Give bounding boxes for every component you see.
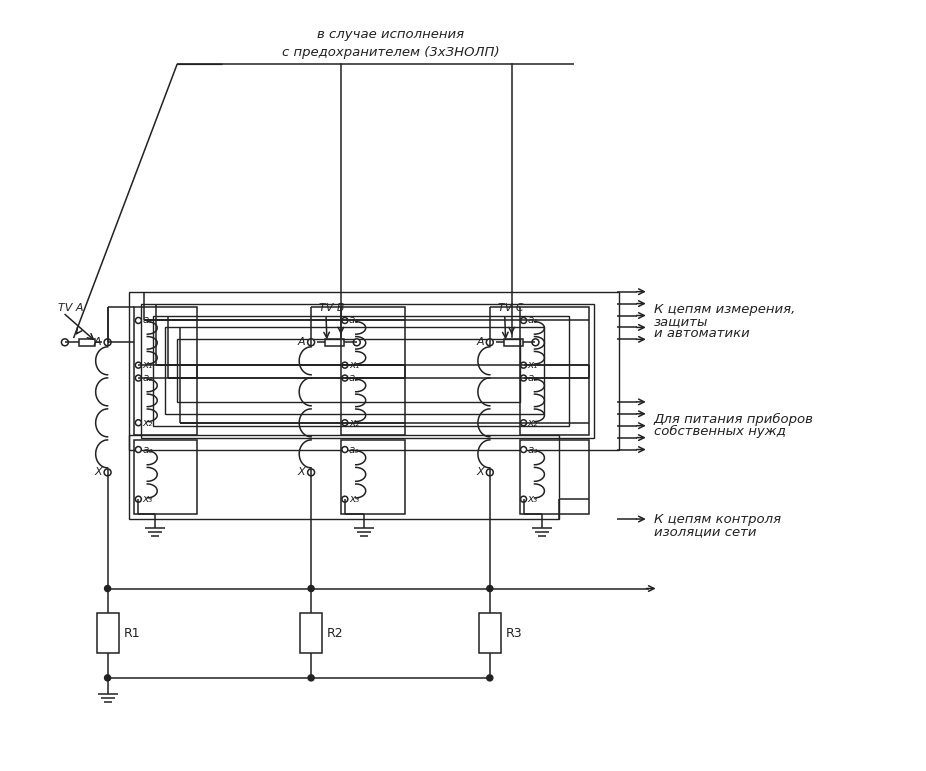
Text: TV A: TV A: [58, 302, 83, 312]
Text: x₁: x₁: [143, 360, 153, 370]
Circle shape: [342, 318, 348, 324]
Text: x₂: x₂: [143, 418, 153, 428]
Text: x₃: x₃: [143, 494, 153, 504]
Text: TV B: TV B: [319, 302, 344, 312]
Text: собственных нужд: собственных нужд: [654, 425, 785, 438]
Bar: [519, 307, 589, 435]
Bar: [134, 439, 197, 514]
Circle shape: [135, 318, 142, 324]
Text: в случае исполнения: в случае исполнения: [317, 28, 464, 41]
Text: защиты: защиты: [654, 315, 708, 328]
Text: и автоматики: и автоматики: [654, 327, 749, 340]
Bar: [300, 614, 322, 653]
Circle shape: [342, 497, 348, 502]
Circle shape: [308, 585, 314, 591]
Text: a₂: a₂: [528, 373, 538, 383]
Circle shape: [520, 446, 527, 453]
Circle shape: [104, 338, 111, 345]
Text: с предохранителем (3хЗНОЛП): с предохранителем (3хЗНОЛП): [282, 46, 499, 59]
Text: A: A: [297, 338, 306, 347]
Circle shape: [342, 375, 348, 381]
Circle shape: [342, 419, 348, 426]
Text: x₂: x₂: [349, 418, 359, 428]
Text: R3: R3: [506, 627, 522, 640]
Circle shape: [307, 469, 315, 476]
Bar: [504, 338, 522, 345]
Text: a₂: a₂: [143, 373, 153, 383]
Circle shape: [487, 675, 493, 681]
Bar: [165, 328, 544, 414]
Text: x₃: x₃: [528, 494, 538, 504]
Text: R1: R1: [123, 627, 140, 640]
Circle shape: [487, 585, 493, 591]
Text: TV C: TV C: [498, 302, 523, 312]
Text: a₁: a₁: [143, 315, 153, 325]
Circle shape: [135, 375, 142, 381]
Circle shape: [520, 375, 527, 381]
Text: К цепям контроля: К цепям контроля: [654, 513, 781, 526]
Text: x₃: x₃: [349, 494, 359, 504]
Text: К цепям измерения,: К цепям измерения,: [654, 303, 795, 316]
Circle shape: [135, 362, 142, 368]
Circle shape: [520, 497, 527, 502]
Circle shape: [486, 338, 494, 345]
Circle shape: [520, 419, 527, 426]
Text: x₂: x₂: [528, 418, 538, 428]
Bar: [130, 291, 619, 449]
Text: X: X: [94, 467, 102, 477]
Circle shape: [520, 362, 527, 368]
Bar: [325, 338, 344, 345]
Bar: [341, 439, 406, 514]
Bar: [134, 307, 197, 435]
Text: X: X: [476, 467, 484, 477]
Text: a₃: a₃: [528, 445, 538, 455]
Bar: [177, 339, 519, 402]
Text: a₂: a₂: [349, 373, 359, 383]
Text: a₃: a₃: [349, 445, 359, 455]
Bar: [80, 338, 95, 345]
Text: a₁: a₁: [528, 315, 538, 325]
Text: A: A: [94, 338, 102, 347]
Text: a₁: a₁: [349, 315, 359, 325]
Bar: [130, 435, 559, 519]
Circle shape: [342, 446, 348, 453]
Circle shape: [61, 338, 69, 345]
Text: R2: R2: [327, 627, 344, 640]
Text: x₁: x₁: [528, 360, 538, 370]
Bar: [519, 439, 589, 514]
Bar: [96, 614, 119, 653]
Bar: [341, 307, 406, 435]
Circle shape: [104, 469, 111, 476]
Circle shape: [308, 675, 314, 681]
Circle shape: [135, 446, 142, 453]
Circle shape: [135, 497, 142, 502]
Circle shape: [486, 469, 494, 476]
Circle shape: [105, 585, 110, 591]
Text: Для питания приборов: Для питания приборов: [654, 413, 814, 426]
Circle shape: [354, 338, 360, 345]
Bar: [142, 304, 594, 438]
Circle shape: [307, 338, 315, 345]
Bar: [479, 614, 501, 653]
Circle shape: [105, 675, 110, 681]
Text: a₃: a₃: [143, 445, 153, 455]
Circle shape: [520, 318, 527, 324]
Text: X: X: [297, 467, 306, 477]
Bar: [153, 315, 569, 426]
Circle shape: [532, 338, 539, 345]
Circle shape: [342, 362, 348, 368]
Text: x₁: x₁: [349, 360, 359, 370]
Text: изоляции сети: изоляции сети: [654, 526, 757, 538]
Circle shape: [135, 419, 142, 426]
Text: A: A: [476, 338, 484, 347]
